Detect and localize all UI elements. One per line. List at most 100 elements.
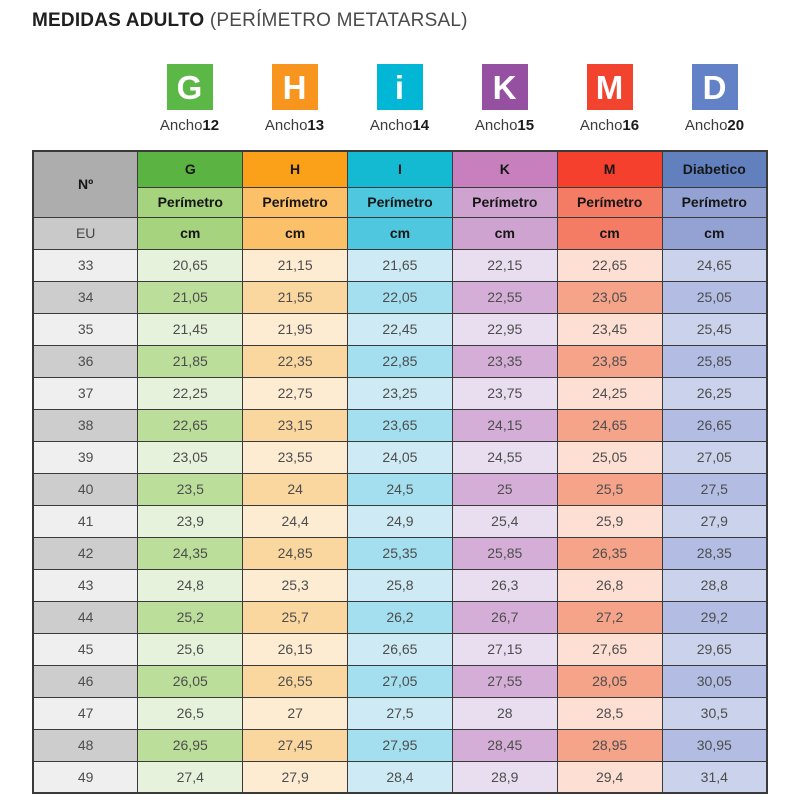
value-cell: 28 [451, 696, 558, 730]
table-row: 45 25,6 26,15 26,65 27,15 27,65 29,65 [32, 632, 768, 666]
table-row: 47 26,5 27 27,5 28 28,5 30,5 [32, 696, 768, 730]
size-cell: 42 [32, 536, 139, 570]
value-cell: 21,55 [242, 280, 349, 314]
value-cell: 24 [242, 472, 349, 506]
value-cell: 27,2 [556, 600, 663, 634]
value-cell: 24,8 [137, 568, 244, 602]
table-row: 33 20,65 21,15 21,65 22,15 22,65 24,65 [32, 248, 768, 282]
value-cell: 29,4 [556, 760, 663, 794]
badge-label-text: Ancho [264, 117, 308, 134]
value-cell: 21,45 [137, 312, 244, 346]
value-cell: 25,05 [556, 440, 663, 474]
value-cell: 23,65 [347, 408, 453, 442]
size-cell: 47 [32, 696, 139, 730]
value-cell: 27,15 [451, 632, 558, 666]
table-row: 43 24,8 25,3 25,8 26,3 26,8 28,8 [32, 568, 768, 602]
value-cell: 23,05 [556, 280, 663, 314]
table-row: 44 25,2 25,7 26,2 26,7 27,2 29,2 [32, 600, 768, 634]
badge-width-value: 15 [517, 117, 535, 134]
value-cell: 25,45 [661, 312, 768, 346]
value-cell: 24,55 [451, 440, 558, 474]
value-cell: 26,25 [661, 376, 768, 410]
badge-width-label: Ancho16 [580, 117, 639, 134]
column-unit-header: cm [661, 216, 768, 250]
badge-label-text: Ancho [474, 117, 518, 134]
value-cell: 29,65 [661, 632, 768, 666]
page-title: MEDIDAS ADULTO (PERÍMETRO METATARSAL) [32, 10, 468, 32]
value-cell: 24,35 [137, 536, 244, 570]
badge-width-label: Ancho14 [370, 117, 429, 134]
size-cell: 46 [32, 664, 139, 698]
size-cell: 33 [32, 248, 139, 282]
badge-group-2: H Ancho13 [242, 64, 347, 134]
width-letter-badge: i [376, 64, 423, 110]
value-cell: 20,65 [137, 248, 244, 282]
value-cell: 26,3 [451, 568, 558, 602]
value-cell: 24,9 [347, 504, 453, 538]
column-letter-header: I [347, 150, 453, 188]
table-row: 46 26,05 26,55 27,05 27,55 28,05 30,05 [32, 664, 768, 698]
value-cell: 28,05 [556, 664, 663, 698]
column-letter-header: G [137, 150, 244, 188]
value-cell: 22,95 [451, 312, 558, 346]
value-cell: 25,3 [242, 568, 349, 602]
value-cell: 28,45 [451, 728, 558, 762]
width-letter-badge: G [166, 64, 213, 110]
value-cell: 26,7 [451, 600, 558, 634]
size-cell: 35 [32, 312, 139, 346]
column-unit-header: cm [347, 216, 453, 250]
value-cell: 23,25 [347, 376, 453, 410]
column-unit-header: cm [451, 216, 558, 250]
size-cell: 34 [32, 280, 139, 314]
value-cell: 25,85 [661, 344, 768, 378]
value-cell: 25,9 [556, 504, 663, 538]
column-perimetro-header: Perímetro [137, 186, 244, 218]
badge-group-1: G Ancho12 [137, 64, 242, 134]
size-cell: 37 [32, 376, 139, 410]
value-cell: 27,55 [451, 664, 558, 698]
value-cell: 26,5 [137, 696, 244, 730]
value-cell: 23,05 [137, 440, 244, 474]
table-row: 34 21,05 21,55 22,05 22,55 23,05 25,05 [32, 280, 768, 314]
badge-width-label: Ancho20 [685, 117, 744, 134]
badge-group-6: D Ancho20 [662, 64, 767, 134]
value-cell: 23,15 [242, 408, 349, 442]
value-cell: 26,05 [137, 664, 244, 698]
table-row: 42 24,35 24,85 25,35 25,85 26,35 28,35 [32, 536, 768, 570]
badge-width-value: 12 [202, 117, 220, 134]
width-letter-badge: M [586, 64, 633, 110]
badge-group-4: K Ancho15 [452, 64, 557, 134]
value-cell: 27,9 [661, 504, 768, 538]
value-cell: 23,75 [451, 376, 558, 410]
badge-label-text: Ancho [684, 117, 728, 134]
corner-header-cell: Nº [32, 150, 139, 218]
value-cell: 24,4 [242, 504, 349, 538]
column-unit-header: cm [242, 216, 349, 250]
value-cell: 21,85 [137, 344, 244, 378]
value-cell: 24,05 [347, 440, 453, 474]
page-title-bold: MEDIDAS ADULTO [32, 10, 205, 31]
value-cell: 27,5 [661, 472, 768, 506]
value-cell: 25,4 [451, 504, 558, 538]
size-cell: 38 [32, 408, 139, 442]
badge-width-value: 13 [307, 117, 325, 134]
value-cell: 23,35 [451, 344, 558, 378]
badge-width-label: Ancho15 [475, 117, 534, 134]
table-row: 48 26,95 27,45 27,95 28,45 28,95 30,95 [32, 728, 768, 762]
value-cell: 21,15 [242, 248, 349, 282]
value-cell: 22,75 [242, 376, 349, 410]
value-cell: 25,05 [661, 280, 768, 314]
column-letter-header: K [451, 150, 558, 188]
size-cell: 41 [32, 504, 139, 538]
badge-width-value: 14 [412, 117, 430, 134]
value-cell: 23,5 [137, 472, 244, 506]
width-letter-badge: K [481, 64, 528, 110]
value-cell: 23,9 [137, 504, 244, 538]
column-unit-header: cm [137, 216, 244, 250]
value-cell: 25 [451, 472, 558, 506]
column-letter-header: M [556, 150, 663, 188]
value-cell: 24,65 [661, 248, 768, 282]
badge-group-5: M Ancho16 [557, 64, 662, 134]
value-cell: 25,7 [242, 600, 349, 634]
width-letter-badge: H [271, 64, 318, 110]
